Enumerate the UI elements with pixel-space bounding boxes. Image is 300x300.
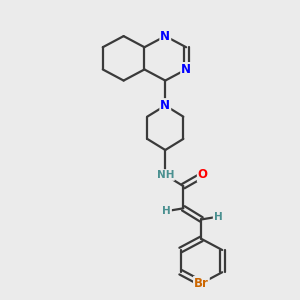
Text: N: N bbox=[181, 63, 191, 76]
Text: N: N bbox=[160, 30, 170, 43]
Text: NH: NH bbox=[157, 170, 174, 180]
Text: H: H bbox=[214, 212, 222, 222]
Text: H: H bbox=[162, 206, 171, 216]
Text: N: N bbox=[160, 99, 170, 112]
Text: Br: Br bbox=[194, 277, 209, 290]
Text: O: O bbox=[198, 169, 208, 182]
